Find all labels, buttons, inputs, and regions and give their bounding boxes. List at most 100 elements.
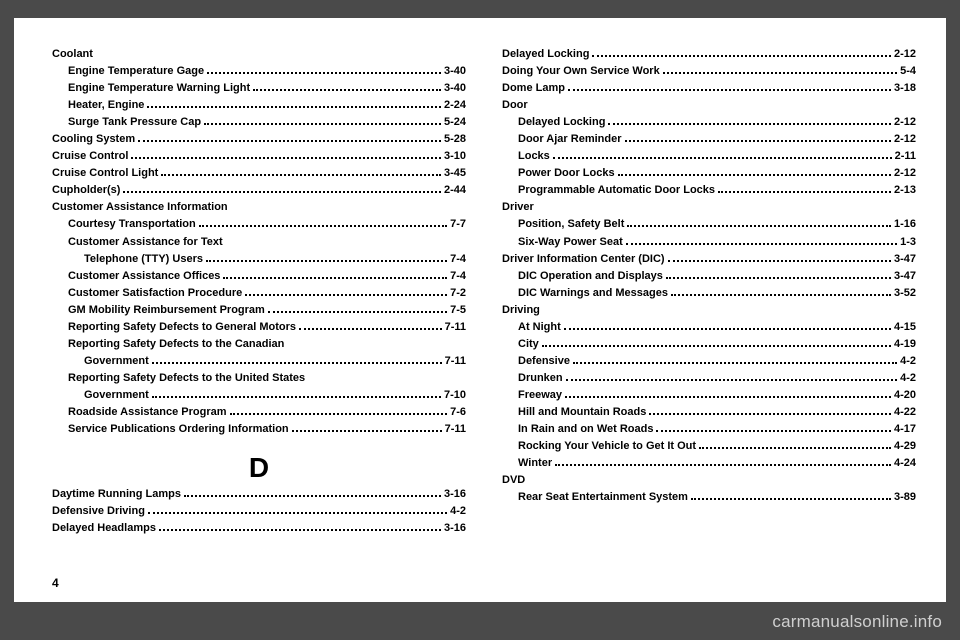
- leader-dots: [148, 512, 447, 514]
- leader-dots: [566, 379, 897, 381]
- leader-dots: [625, 140, 891, 142]
- leader-dots: [199, 225, 447, 227]
- index-entry-label: Freeway: [518, 387, 562, 404]
- index-entry: Rear Seat Entertainment System3-89: [502, 489, 916, 506]
- index-entry-page: 4-29: [894, 438, 916, 455]
- index-entry: DIC Warnings and Messages3-52: [502, 285, 916, 302]
- index-entry: Power Door Locks 2-12: [502, 165, 916, 182]
- leader-dots: [666, 277, 891, 279]
- index-entry-page: 2-44: [444, 182, 466, 199]
- index-entry-page: 3-10: [444, 148, 466, 165]
- index-entry-page: 3-40: [444, 80, 466, 97]
- index-entry-page: 3-47: [894, 268, 916, 285]
- leader-dots: [230, 413, 448, 415]
- index-entry-label: Doing Your Own Service Work: [502, 63, 660, 80]
- index-entry: Position, Safety Belt 1-16: [502, 216, 916, 233]
- leader-dots: [299, 328, 442, 330]
- leader-dots: [147, 106, 441, 108]
- index-entry-label: Power Door Locks: [518, 165, 615, 182]
- index-entry-label: Rocking Your Vehicle to Get It Out: [518, 438, 696, 455]
- index-entry: Daytime Running Lamps3-16: [52, 486, 466, 503]
- index-entry-page: 4-20: [894, 387, 916, 404]
- index-entry: Cruise Control 3-10: [52, 148, 466, 165]
- index-entry: Locks 2-11: [502, 148, 916, 165]
- index-entry: Door Ajar Reminder2-12: [502, 131, 916, 148]
- leader-dots: [138, 140, 441, 142]
- index-entry-page: 2-12: [894, 165, 916, 182]
- index-entry-label: Locks: [518, 148, 550, 165]
- index-heading: Driver: [502, 199, 916, 216]
- index-columns: CoolantEngine Temperature Gage3-40Engine…: [52, 46, 916, 570]
- right-column: Delayed Locking2-12Doing Your Own Servic…: [502, 46, 916, 570]
- index-entry: Roadside Assistance Program7-6: [52, 404, 466, 421]
- index-entry-label: GM Mobility Reimbursement Program: [68, 302, 265, 319]
- index-entry: Driver Information Center (DIC)3-47: [502, 251, 916, 268]
- leader-dots: [152, 362, 442, 364]
- index-entry-label: Delayed Locking: [518, 114, 605, 131]
- index-heading: Reporting Safety Defects to the United S…: [52, 370, 466, 387]
- index-entry-label: DIC Warnings and Messages: [518, 285, 668, 302]
- index-entry: DIC Operation and Displays 3-47: [502, 268, 916, 285]
- index-entry: Courtesy Transportation7-7: [52, 216, 466, 233]
- index-entry: Cruise Control Light3-45: [52, 165, 466, 182]
- index-entry-page: 2-12: [894, 131, 916, 148]
- index-entry-page: 4-17: [894, 421, 916, 438]
- index-entry-label: Cooling System: [52, 131, 135, 148]
- leader-dots: [564, 328, 891, 330]
- index-entry-label: Roadside Assistance Program: [68, 404, 227, 421]
- index-entry-label: Cruise Control: [52, 148, 128, 165]
- index-entry-page: 1-16: [894, 216, 916, 233]
- index-entry-page: 3-40: [444, 63, 466, 80]
- index-entry-label: Delayed Locking: [502, 46, 589, 63]
- index-entry-label: DIC Operation and Displays: [518, 268, 663, 285]
- index-entry-page: 7-11: [445, 353, 466, 370]
- index-entry: Defensive Driving4-2: [52, 503, 466, 520]
- index-entry: Doing Your Own Service Work5-4: [502, 63, 916, 80]
- index-heading: Customer Assistance for Text: [52, 234, 466, 251]
- index-entry-page: 7-10: [444, 387, 466, 404]
- index-entry-label: City: [518, 336, 539, 353]
- index-entry-page: 4-15: [894, 319, 916, 336]
- index-entry-page: 2-11: [895, 148, 916, 165]
- index-heading: Door: [502, 97, 916, 114]
- index-entry-page: 4-2: [450, 503, 466, 520]
- index-entry-page: 4-2: [900, 370, 916, 387]
- page-number: 4: [52, 576, 916, 590]
- index-entry-page: 7-4: [450, 251, 466, 268]
- index-entry-label: Programmable Automatic Door Locks: [518, 182, 715, 199]
- index-entry-page: 7-2: [450, 285, 466, 302]
- leader-dots: [618, 174, 891, 176]
- leader-dots: [159, 529, 441, 531]
- leader-dots: [718, 191, 891, 193]
- index-entry-label: Position, Safety Belt: [518, 216, 624, 233]
- index-entry: Service Publications Ordering Informatio…: [52, 421, 466, 438]
- index-entry-page: 4-22: [894, 404, 916, 421]
- index-heading: Customer Assistance Information: [52, 199, 466, 216]
- manual-index-page: CoolantEngine Temperature Gage3-40Engine…: [14, 18, 946, 602]
- index-entry: Drunken 4-2: [502, 370, 916, 387]
- index-entry: Delayed Headlamps3-16: [52, 520, 466, 537]
- index-entry: Freeway 4-20: [502, 387, 916, 404]
- index-entry-page: 3-16: [444, 520, 466, 537]
- leader-dots: [542, 345, 891, 347]
- index-entry-page: 7-5: [450, 302, 466, 319]
- index-entry: Winter4-24: [502, 455, 916, 472]
- index-entry: Delayed Locking2-12: [502, 114, 916, 131]
- leader-dots: [626, 243, 897, 245]
- index-entry-label: Drunken: [518, 370, 563, 387]
- leader-dots: [627, 225, 891, 227]
- index-entry: Government 7-11: [52, 353, 466, 370]
- index-entry-label: Driver Information Center (DIC): [502, 251, 665, 268]
- leader-dots: [553, 157, 892, 159]
- leader-dots: [555, 464, 891, 466]
- leader-dots: [691, 498, 891, 500]
- leader-dots: [131, 157, 441, 159]
- leader-dots: [671, 294, 891, 296]
- index-entry: Customer Satisfaction Procedure7-2: [52, 285, 466, 302]
- index-entry-page: 3-45: [444, 165, 466, 182]
- index-entry: Hill and Mountain Roads 4-22: [502, 404, 916, 421]
- index-entry-label: Heater, Engine: [68, 97, 144, 114]
- index-entry-label: Government: [84, 353, 149, 370]
- index-entry-label: Telephone (TTY) Users: [84, 251, 203, 268]
- index-entry-label: Hill and Mountain Roads: [518, 404, 646, 421]
